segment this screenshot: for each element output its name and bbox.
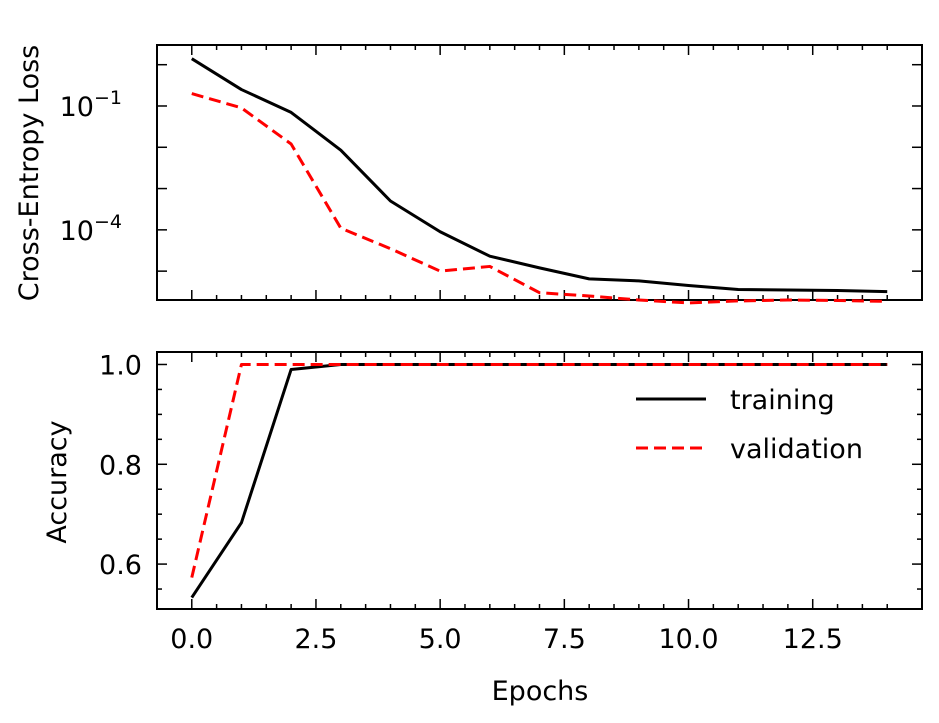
top-plot-frame: [156, 44, 923, 301]
top-ylabel: Cross-Entropy Loss: [14, 45, 45, 301]
top-ytick-label: 10−1: [60, 87, 122, 123]
bottom-xlabel: Epochs: [492, 676, 589, 707]
bottom-series-validation: [190, 362, 888, 578]
loss-panel: 10−1 10−4: [60, 44, 923, 305]
bottom-xtick-label: 7.5: [543, 624, 586, 655]
bottom-ylabel: Accuracy: [42, 420, 73, 543]
bottom-xtick-label: 2.5: [294, 624, 337, 655]
bottom-xtick-label: 0.0: [170, 624, 213, 655]
top-series-validation: [191, 92, 888, 305]
legend-label-validation: validation: [730, 434, 863, 465]
legend: training validation: [636, 385, 863, 465]
bottom-ytick-label: 0.8: [99, 450, 142, 481]
bottom-ytick-label: 1.0: [99, 350, 142, 381]
accuracy-panel: 0.0 2.5 5.0 7.5 10.0 12.5 0.6 0.8 1.0 training val…: [99, 350, 923, 655]
top-series-training: [190, 57, 888, 294]
legend-label-training: training: [730, 385, 835, 416]
top-ytick-label: 10−4: [60, 211, 122, 247]
bottom-xtick-label: 12.5: [783, 624, 843, 655]
bottom-xtick-label: 5.0: [419, 624, 462, 655]
bottom-ytick-label: 0.6: [99, 550, 142, 581]
bottom-xtick-label: 10.0: [658, 624, 718, 655]
